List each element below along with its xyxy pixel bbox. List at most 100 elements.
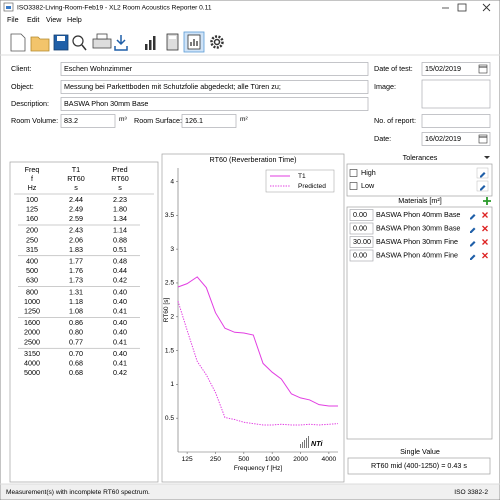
preview-handle <box>81 44 87 51</box>
maximize-button[interactable] <box>457 3 467 12</box>
edit-button[interactable] <box>470 241 476 247</box>
calendar-button[interactable] <box>478 134 488 144</box>
y-tick-label: 3.5 <box>165 212 174 219</box>
field-label: Image: <box>374 82 396 91</box>
material-area: 30.00 <box>353 237 371 246</box>
field-input: 16/02/2019 <box>425 134 461 143</box>
material-name: BASWA Phon 30mm Fine <box>376 237 458 246</box>
field-input-box[interactable] <box>60 114 116 128</box>
checkbox[interactable] <box>349 182 358 190</box>
edit-button[interactable] <box>480 185 486 191</box>
menu-item[interactable]: Edit <box>27 15 39 24</box>
open-button[interactable] <box>30 36 50 52</box>
settings-hub <box>213 38 221 46</box>
table-cell: 2.44 <box>69 195 83 204</box>
table-cell: 400 <box>26 257 38 266</box>
add-material-button[interactable] <box>483 197 491 205</box>
delete-button[interactable] <box>482 252 488 259</box>
table-cell: 2.49 <box>69 205 83 214</box>
panel-title: Tolerances <box>403 153 438 162</box>
chart-button[interactable] <box>145 36 156 50</box>
table-cell: 160 <box>26 214 38 223</box>
x-tick-label: 4000 <box>322 456 337 463</box>
edit-button[interactable] <box>470 254 476 261</box>
material-area: 0.00 <box>353 210 367 219</box>
table-cell: 1250 <box>24 307 40 316</box>
chart-icon-bar <box>153 36 156 50</box>
table-cell: 2000 <box>24 328 40 337</box>
table-cell: 0.68 <box>69 359 83 368</box>
status-bar <box>1 484 499 499</box>
edit-button[interactable] <box>470 227 476 234</box>
image-box[interactable] <box>421 79 491 109</box>
checkbox-label: High <box>361 168 376 177</box>
table-cell: 125 <box>26 205 38 214</box>
field-input: Messung bei Parkettboden mit Schutzfolie… <box>64 82 281 91</box>
menu-item[interactable]: View <box>46 15 62 24</box>
table-cell: 0.68 <box>69 368 83 377</box>
edit-frame[interactable] <box>476 180 489 192</box>
table-cell: 1.34 <box>113 214 127 223</box>
y-tick-label: 2 <box>170 314 174 321</box>
tolerances-box <box>346 163 493 197</box>
legend-label: Predicted <box>298 183 326 190</box>
window-title: ISO3382-Living-Room-Feb19 - XL2 Room Aco… <box>17 4 212 11</box>
material-area-box[interactable] <box>349 236 374 248</box>
material-area-box[interactable] <box>349 249 374 262</box>
new-button[interactable] <box>10 33 26 52</box>
delete-button[interactable] <box>482 225 488 232</box>
material-area-box[interactable] <box>349 209 374 221</box>
preview-button[interactable] <box>72 35 84 47</box>
calendar-button[interactable] <box>478 64 488 74</box>
legend-label: T1 <box>298 173 306 180</box>
field-input-box[interactable] <box>60 80 369 94</box>
calculator-button[interactable] <box>166 33 179 51</box>
table-cell: 3150 <box>24 349 40 358</box>
tolerances-dropdown[interactable] <box>484 156 490 159</box>
checkbox[interactable] <box>349 169 358 177</box>
window-controls <box>442 1 498 13</box>
logo-mark <box>302 442 303 448</box>
delete-button[interactable] <box>482 239 488 245</box>
table-cell: 200 <box>26 226 38 235</box>
status-message: Measurement(s) with incomplete RT60 spec… <box>6 489 150 496</box>
material-area: 0.00 <box>353 250 367 259</box>
logo-mark <box>306 438 307 448</box>
field-label: Room Volume: <box>11 116 58 125</box>
field-input-box[interactable] <box>60 62 369 76</box>
table-header: Hz <box>28 183 37 192</box>
panel-title: Single Value <box>400 447 440 456</box>
menu-item[interactable]: File <box>7 15 19 24</box>
edit-button[interactable] <box>480 172 486 178</box>
table-cell: 0.86 <box>69 318 83 327</box>
table-cell: 0.70 <box>69 349 83 358</box>
table-cell: 2500 <box>24 337 40 346</box>
menu-item[interactable]: Help <box>67 15 82 24</box>
x-tick-label: 1000 <box>265 456 280 463</box>
import-button[interactable] <box>114 35 128 51</box>
chart-title: RT60 (Reverberation Time) <box>210 155 297 164</box>
table-cell: 0.40 <box>113 328 127 337</box>
field-input-box[interactable] <box>421 114 491 128</box>
edit-button[interactable] <box>470 214 476 220</box>
field-input-box[interactable] <box>421 132 491 146</box>
field-input-box[interactable] <box>181 114 237 128</box>
table-header: s <box>74 183 78 192</box>
table-cell: 1.08 <box>69 307 83 316</box>
status-standard: ISO 3382-2 <box>454 489 488 496</box>
y-tick-label: 1.5 <box>165 347 174 354</box>
chart-icon-bar <box>145 44 148 50</box>
settings-button[interactable] <box>210 35 224 49</box>
table-header: f <box>31 174 33 183</box>
chart-logo: NTi <box>311 439 323 448</box>
field-input-box[interactable] <box>60 97 369 111</box>
app-icon-inner <box>6 6 11 9</box>
field-input-box[interactable] <box>421 62 491 76</box>
print-button[interactable] <box>92 38 112 49</box>
toolbar <box>10 31 224 53</box>
material-area-box[interactable] <box>349 222 374 235</box>
x-tick-label: 125 <box>182 456 193 463</box>
delete-button[interactable] <box>482 212 488 218</box>
table-cell: 1600 <box>24 318 40 327</box>
edit-frame[interactable] <box>476 167 489 179</box>
